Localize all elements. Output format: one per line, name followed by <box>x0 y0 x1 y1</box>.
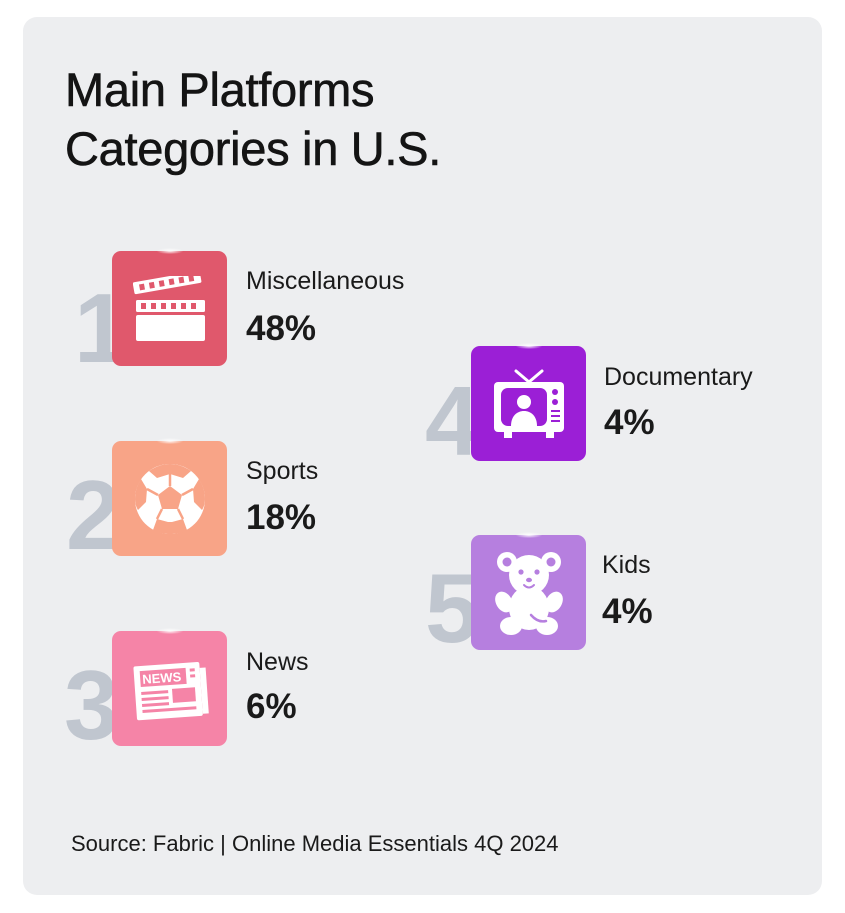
category-label: Sports <box>246 457 319 485</box>
svg-text:NEWS: NEWS <box>141 669 181 687</box>
category-value: 18% <box>246 498 317 537</box>
rank-number-2: 2 <box>66 460 121 570</box>
title-line-1: Main Platforms <box>65 63 375 117</box>
soccer-ball-icon <box>134 463 205 534</box>
rank-number-5: 5 <box>425 553 480 663</box>
rank-number-4: 4 <box>425 366 480 476</box>
category-tile-kids <box>471 532 586 650</box>
category-tile-sports <box>112 438 227 556</box>
source-note: Source: Fabric | Online Media Essentials… <box>71 831 559 856</box>
newspaper-icon: NEWS <box>132 661 209 720</box>
teddy-bear-icon <box>494 551 563 635</box>
clapperboard-icon <box>132 275 205 341</box>
category-label: Kids <box>602 551 651 579</box>
chart-title: Main Platforms Categories in U.S. <box>65 60 442 178</box>
category-label: Miscellaneous <box>246 267 405 295</box>
category-tile-documentary <box>471 343 586 461</box>
category-value: 48% <box>246 309 317 348</box>
category-tile-miscellaneous <box>112 248 227 366</box>
category-label: Documentary <box>604 363 753 391</box>
rank-number-3: 3 <box>64 650 119 760</box>
category-tile-news: NEWS <box>112 628 227 746</box>
category-value: 4% <box>604 403 655 442</box>
category-label: News <box>246 648 309 676</box>
television-icon <box>493 369 564 438</box>
category-value: 6% <box>246 687 297 726</box>
category-value: 4% <box>602 592 653 631</box>
title-line-2: Categories in U.S. <box>65 122 442 176</box>
